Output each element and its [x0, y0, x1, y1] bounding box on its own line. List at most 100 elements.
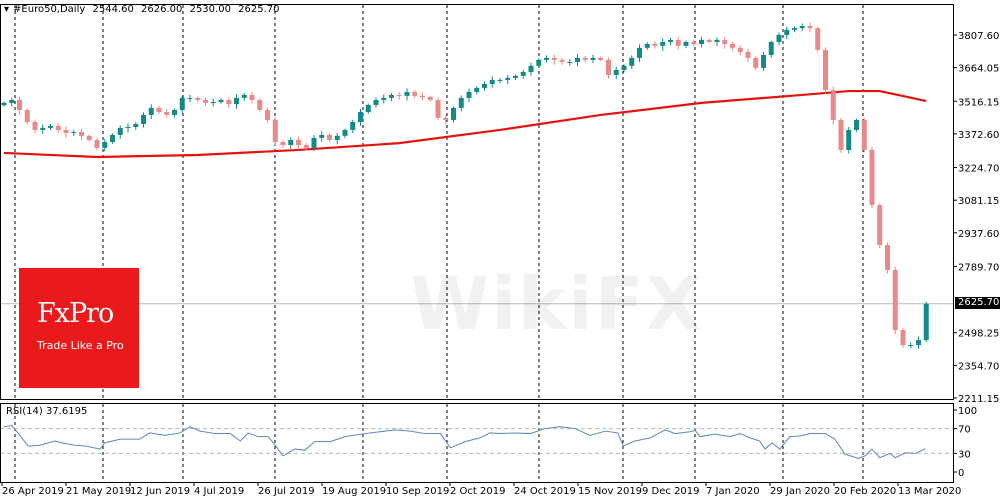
candle [675, 36, 681, 50]
candle-body [86, 135, 92, 140]
candle-body [923, 303, 929, 341]
candle [582, 55, 588, 63]
candle-body [753, 57, 759, 68]
price-tick-label: 2789.70 [958, 262, 999, 273]
triangle-down-icon[interactable]: ▾ [4, 4, 10, 15]
candle [513, 74, 518, 81]
candle [280, 140, 286, 148]
candle [443, 114, 449, 125]
candle-body [900, 330, 906, 346]
candle [94, 137, 100, 151]
candle-body [482, 84, 487, 88]
candle [489, 76, 495, 88]
candle [148, 104, 154, 120]
price-tick-label: 3081.15 [958, 196, 999, 207]
candle [869, 146, 875, 209]
candle-body [187, 97, 193, 99]
candle-body [559, 59, 565, 62]
time-tick-label: 12 Jun 2019 [130, 486, 190, 497]
candle [9, 97, 15, 107]
candle-body [396, 94, 402, 96]
candle-body [730, 44, 735, 48]
candle [466, 88, 472, 102]
candle [272, 116, 278, 146]
candle [877, 203, 883, 248]
candle-body [489, 79, 495, 85]
candle-body [249, 94, 255, 100]
candle-body [381, 97, 387, 100]
candle [179, 95, 185, 114]
candle-body [451, 107, 456, 120]
candle-body [877, 204, 883, 246]
candle [195, 96, 201, 103]
time-tick-label: 2 Oct 2019 [450, 486, 505, 497]
candle-body [265, 109, 270, 120]
candle-body [427, 96, 433, 100]
candle-body [9, 99, 15, 103]
candle [699, 36, 704, 48]
candle [714, 37, 720, 46]
candle-body [668, 39, 673, 42]
price-axis[interactable]: 3807.60 3664.05 3516.15 3372.60 3224.70 3081.… [953, 31, 999, 405]
candle-body [792, 28, 797, 30]
close-value: 2625.70 [238, 4, 280, 15]
candle-body [474, 87, 480, 92]
candle [706, 38, 712, 44]
candle-body [389, 94, 394, 98]
candle-body [637, 47, 642, 58]
candle-body [691, 41, 697, 45]
candle [381, 94, 387, 104]
candle [722, 36, 728, 49]
candle-body [141, 114, 146, 125]
candle-body [412, 91, 418, 96]
candle-body [598, 57, 604, 60]
time-tick-label: 21 May 2019 [66, 486, 131, 497]
chart-frame [0, 4, 954, 483]
candle-body [544, 57, 549, 60]
candle-body [296, 139, 301, 145]
candle [71, 129, 77, 137]
candle-body [148, 107, 154, 115]
time-tick-label: 29 Jan 2020 [770, 486, 830, 497]
candle [637, 44, 642, 62]
time-tick-label: 15 Nov 2019 [578, 486, 642, 497]
candle [807, 22, 813, 32]
candle [17, 96, 22, 115]
candle-body [17, 99, 22, 110]
candle [373, 97, 379, 108]
candle [187, 94, 193, 102]
candle-body [745, 51, 751, 58]
candle-body [722, 39, 728, 45]
candle [218, 98, 224, 104]
candle [327, 132, 332, 143]
candle [528, 62, 534, 76]
candle [141, 112, 146, 128]
candle-body [195, 97, 201, 100]
candle-body [156, 107, 162, 112]
rsi-pane-border [0, 403, 954, 483]
candle-body [799, 26, 805, 29]
candle-body [40, 127, 46, 130]
candle-body [652, 44, 658, 46]
price-tick-label: 3224.70 [958, 164, 999, 175]
candle [203, 97, 208, 106]
candle [629, 55, 635, 70]
candle-body [528, 65, 534, 72]
wikifx-watermark: WikiFX [410, 262, 704, 346]
candle-body [373, 99, 379, 105]
candle [164, 109, 170, 118]
candle [885, 242, 890, 274]
candle [892, 266, 898, 335]
candle [234, 94, 239, 109]
candle [241, 92, 247, 101]
price-tick-label: 3664.05 [958, 64, 999, 75]
candle-body [133, 124, 139, 127]
candle [838, 117, 844, 153]
candle [737, 45, 743, 56]
time-tick-label: 9 Dec 2019 [642, 486, 700, 497]
chart-header: ▾ #Euro50,Daily 2544.60 2626.00 2530.00 2… [4, 4, 283, 15]
candle-body [776, 34, 782, 42]
moving-average-layer [3, 89, 927, 159]
